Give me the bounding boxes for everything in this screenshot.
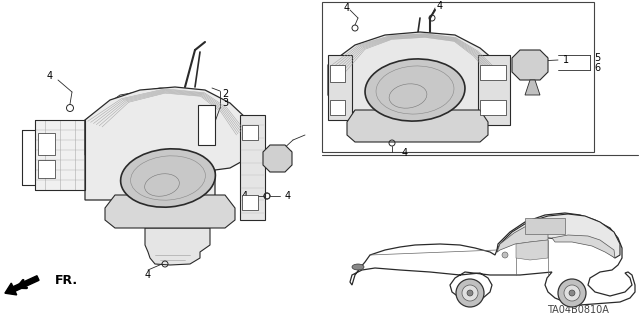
Text: 4: 4 (437, 1, 443, 11)
Text: 3: 3 (222, 98, 228, 108)
Circle shape (462, 285, 478, 301)
Circle shape (564, 285, 580, 301)
Bar (322, 2, 594, 152)
Polygon shape (328, 55, 352, 120)
Text: 4: 4 (145, 270, 151, 280)
Polygon shape (516, 240, 548, 260)
Polygon shape (198, 105, 215, 145)
Polygon shape (330, 65, 345, 82)
Polygon shape (38, 133, 55, 155)
Text: 4: 4 (402, 148, 408, 158)
Polygon shape (512, 50, 548, 80)
Bar (525, 218, 565, 234)
Polygon shape (328, 32, 505, 112)
Circle shape (456, 279, 484, 307)
Text: 1: 1 (563, 55, 569, 65)
Polygon shape (145, 228, 210, 265)
Polygon shape (240, 115, 265, 220)
Circle shape (502, 252, 508, 258)
Polygon shape (105, 195, 235, 228)
Polygon shape (85, 87, 252, 200)
Text: 4: 4 (47, 71, 53, 81)
Circle shape (558, 279, 586, 307)
Text: 5: 5 (594, 53, 600, 63)
Ellipse shape (352, 264, 364, 270)
Polygon shape (480, 65, 506, 80)
FancyArrow shape (5, 276, 39, 295)
Polygon shape (552, 235, 615, 258)
Polygon shape (35, 120, 85, 190)
Text: 4: 4 (285, 191, 291, 201)
Circle shape (569, 290, 575, 296)
Text: 2: 2 (222, 89, 228, 99)
Polygon shape (347, 110, 488, 142)
Polygon shape (242, 125, 258, 140)
Polygon shape (525, 80, 540, 95)
Polygon shape (242, 195, 258, 210)
Text: 4: 4 (344, 3, 350, 13)
Polygon shape (480, 100, 506, 115)
Polygon shape (497, 220, 548, 252)
Circle shape (467, 290, 473, 296)
Ellipse shape (120, 149, 216, 207)
Text: TA04B0810A: TA04B0810A (547, 305, 609, 315)
Ellipse shape (365, 59, 465, 121)
Polygon shape (497, 214, 620, 258)
Polygon shape (478, 55, 510, 125)
Polygon shape (38, 160, 55, 178)
Polygon shape (350, 213, 635, 305)
Text: 4: 4 (242, 191, 248, 201)
Text: FR.: FR. (55, 273, 78, 286)
Text: 6: 6 (594, 63, 600, 73)
Polygon shape (330, 100, 345, 115)
Polygon shape (263, 145, 292, 172)
Polygon shape (85, 88, 245, 155)
